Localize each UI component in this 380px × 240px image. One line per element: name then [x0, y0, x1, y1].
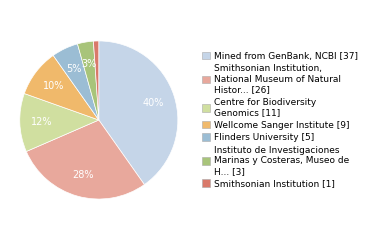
Legend: Mined from GenBank, NCBI [37], Smithsonian Institution,
National Museum of Natur: Mined from GenBank, NCBI [37], Smithsoni…: [202, 52, 358, 188]
Text: 10%: 10%: [43, 81, 64, 91]
Text: 5%: 5%: [66, 64, 82, 74]
Wedge shape: [93, 41, 99, 120]
Wedge shape: [20, 94, 99, 151]
Wedge shape: [24, 55, 99, 120]
Wedge shape: [26, 120, 144, 199]
Text: 3%: 3%: [81, 59, 97, 69]
Wedge shape: [99, 41, 178, 185]
Text: 28%: 28%: [73, 170, 94, 180]
Text: 40%: 40%: [142, 98, 164, 108]
Text: 12%: 12%: [31, 117, 53, 127]
Wedge shape: [53, 44, 99, 120]
Wedge shape: [78, 41, 99, 120]
